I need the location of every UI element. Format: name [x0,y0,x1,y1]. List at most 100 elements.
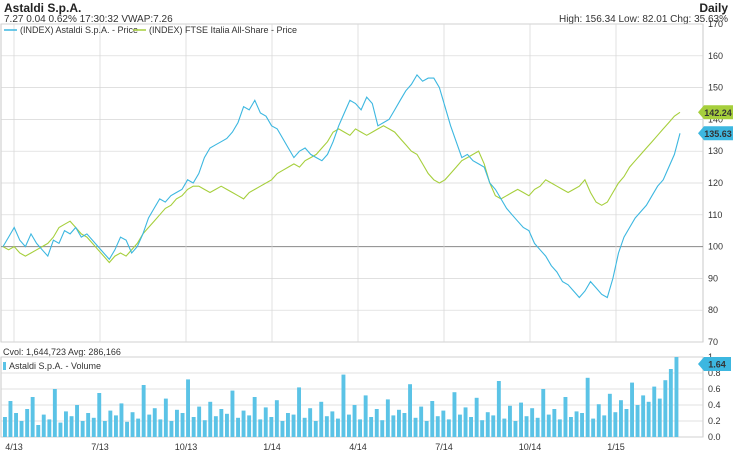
volume-bar [530,408,535,437]
volume-bar [258,419,263,437]
volume-bar [330,411,335,437]
price-stats: High: 156.34 Low: 82.01 Chg: 35.63% [558,14,728,25]
x-tick-label: 4/14 [349,442,367,452]
volume-bar [474,397,479,437]
volume-bar [186,379,190,437]
volume-bar [352,405,357,437]
volume-bar [319,401,324,437]
volume-bar [441,410,446,437]
volume-bar [114,415,118,437]
volume-y-tick-label: 0.8 [708,368,721,378]
volume-bar [430,401,435,437]
legend-volume-swatch [3,362,6,370]
volume-bar [397,409,401,437]
volume-bar [413,417,418,437]
x-tick-label: 4/13 [5,442,23,452]
volume-bar [502,418,507,437]
price-y-tick-label: 100 [708,242,723,252]
volume-bar [302,417,307,437]
price-y-axis: 70 80 90 100 110 120 130 140 150 160 170 [708,19,723,347]
volume-bar [91,417,96,437]
volume-bar [25,409,30,437]
volume-bar [119,403,124,437]
volume-y-tick-label: 0.4 [708,400,721,410]
volume-bar [613,412,618,437]
volume-bar [496,381,501,437]
volume-bar [563,397,568,437]
price-y-tick-label: 170 [708,19,723,29]
volume-bar [596,404,601,437]
price-grid [0,23,704,343]
volume-bar [480,420,485,437]
volume-bar [158,419,163,437]
volume-bar [169,421,174,437]
volume-bar [580,413,584,437]
volume-bar [674,357,679,437]
volume-bar [291,414,296,437]
volume-bar [308,408,313,437]
volume-bars [3,357,679,437]
volume-bar [402,413,407,437]
x-tick-label: 7/13 [91,442,109,452]
volume-bar [86,413,91,437]
x-tick-label: 1/15 [607,442,625,452]
volume-bar [485,412,490,437]
volume-bar [635,405,640,437]
volume-bar [541,389,546,437]
volume-bar [41,414,46,437]
volume-bar [602,415,607,437]
volume-bar [58,422,63,437]
ftse-price-line [2,111,681,264]
volume-bar [3,417,7,437]
volume-bar [219,409,224,437]
x-axis-date-labels: 4/13 7/13 10/13 1/14 4/14 7/14 10/14 1/15 [5,442,625,452]
volume-bar [630,382,634,437]
volume-bar [286,413,290,437]
volume-bar [535,417,540,437]
volume-bar [47,419,52,437]
volume-bar [125,421,129,437]
volume-y-tick-label: 0.2 [708,416,721,426]
volume-bar [380,420,385,437]
volume-bar [546,414,551,437]
volume-bar [230,390,235,437]
volume-bar [180,413,185,437]
volume-bar [97,393,102,437]
volume-bar [108,410,113,437]
volume-bar [574,411,579,437]
volume-bar [163,398,168,437]
volume-bar [274,400,279,437]
x-tick-label: 1/14 [263,442,281,452]
volume-bar [136,418,141,437]
period-label[interactable]: Daily [699,1,728,15]
volume-bar [247,415,252,437]
volume-bar [513,421,518,437]
volume-bar [663,380,668,437]
volume-bar [297,387,301,437]
volume-bar [624,409,629,437]
volume-bar [524,416,529,437]
volume-cvol-info: Cvol: 1,644,723 Avg: 286,166 [3,347,121,357]
volume-bar [263,407,268,437]
volume-bar [225,413,229,437]
volume-bar [557,419,562,437]
volume-bar [313,421,318,437]
volume-bar [14,413,18,437]
volume-bar [141,385,146,437]
volume-bar [208,401,213,437]
volume-bar [363,395,368,437]
volume-bar [652,386,657,437]
legend-astaldi-label: (INDEX) Astaldi S.p.A. - Price [20,25,138,35]
legend-volume-label: Astaldi S.p.A. - Volume [9,361,101,371]
volume-bar [152,408,157,437]
volume-bar [64,411,68,437]
quote-line: 7.27 0.04 0.62% 17:30:32 VWAP:7.26 [4,14,173,25]
volume-bar [341,374,346,437]
price-y-tick-label: 120 [708,178,723,188]
price-legend: (INDEX) Astaldi S.p.A. - Price (INDEX) F… [4,25,297,35]
volume-bar [80,421,85,437]
price-y-tick-label: 110 [708,210,722,220]
volume-bar [619,400,623,437]
volume-bar [102,421,107,437]
